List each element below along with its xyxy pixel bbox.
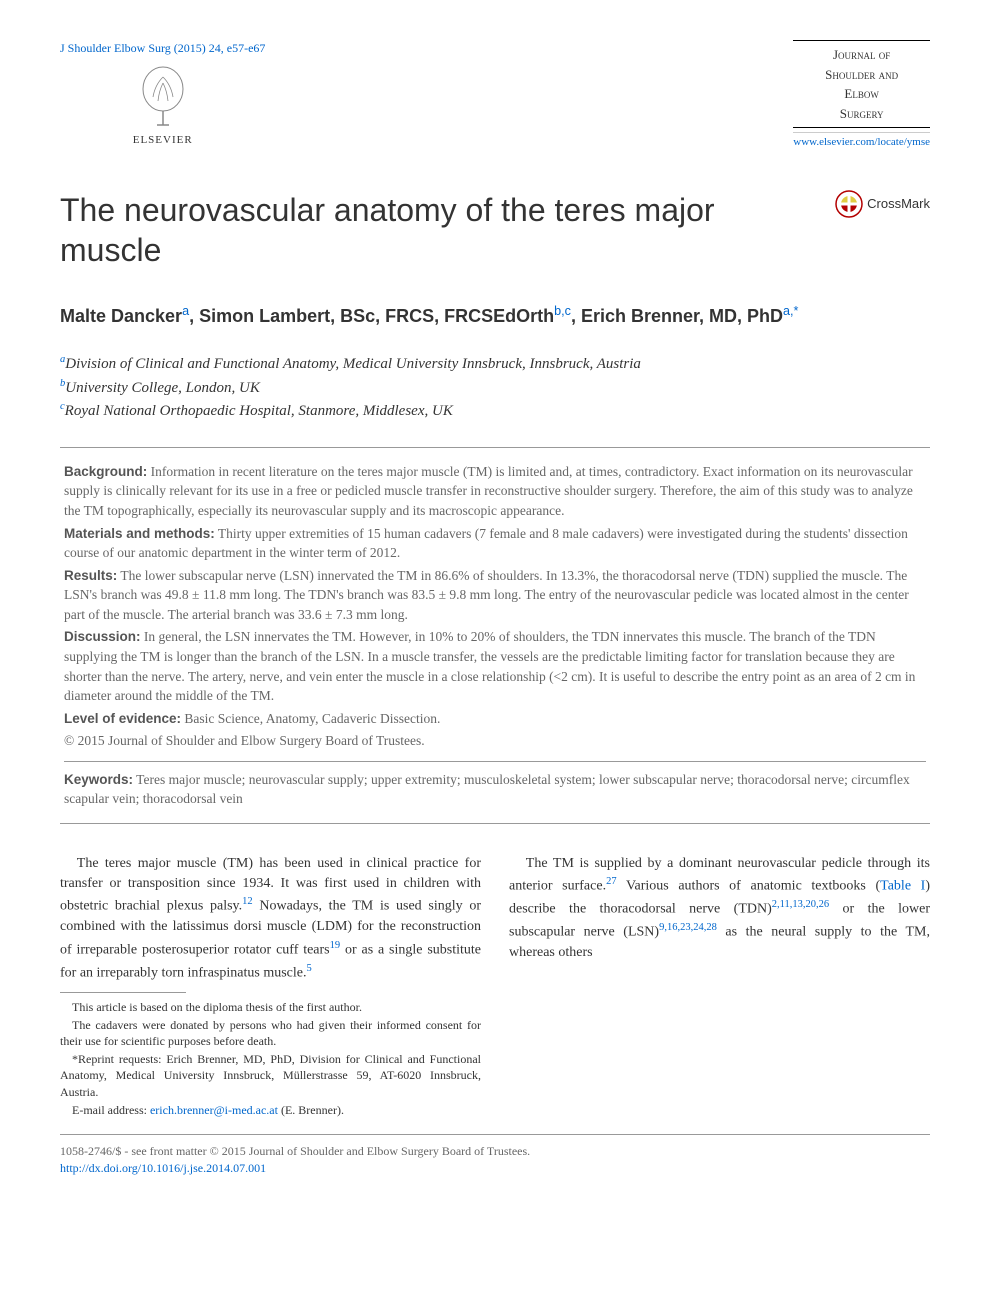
footnote-2: The cadavers were donated by persons who…	[60, 1017, 481, 1049]
article-title: The neurovascular anatomy of the teres m…	[60, 190, 740, 270]
footnote-separator	[60, 992, 186, 993]
body-p1: The teres major muscle (TM) has been use…	[60, 854, 481, 984]
abstract-results: Results: The lower subscapular nerve (LS…	[64, 566, 926, 625]
abstract-box: Background: Information in recent litera…	[60, 447, 930, 824]
abstract-background: Background: Information in recent litera…	[64, 462, 926, 521]
title-row: The neurovascular anatomy of the teres m…	[60, 190, 930, 270]
footnote-4: E-mail address: erich.brenner@i-med.ac.a…	[60, 1102, 481, 1118]
author-1: Malte Dancker	[60, 306, 182, 326]
affiliations: aDivision of Clinical and Functional Ana…	[60, 352, 930, 423]
keywords-text: Teres major muscle; neurovascular supply…	[64, 772, 910, 807]
keywords-row: Keywords: Teres major muscle; neurovascu…	[64, 761, 926, 809]
publisher-logo: ELSEVIER	[60, 63, 265, 148]
crossmark-label: CrossMark	[867, 195, 930, 213]
header-left: J Shoulder Elbow Surg (2015) 24, e57-e67…	[60, 40, 265, 148]
journal-line4: Surgery	[805, 104, 918, 124]
cite-lsn[interactable]: 9,16,23,24,28	[659, 922, 717, 933]
cite-12[interactable]: 12	[242, 896, 253, 907]
footnote-1: This article is based on the diploma the…	[60, 999, 481, 1015]
affiliation-a: aDivision of Clinical and Functional Ana…	[60, 352, 930, 376]
citation: J Shoulder Elbow Surg (2015) 24, e57-e67	[60, 40, 265, 57]
author-2-affil: b,c	[554, 304, 571, 318]
article-page: J Shoulder Elbow Surg (2015) 24, e57-e67…	[0, 0, 990, 1207]
crossmark-badge[interactable]: CrossMark	[835, 190, 930, 218]
footnotes: This article is based on the diploma the…	[60, 999, 481, 1118]
cite-tdn[interactable]: 2,11,13,20,26	[772, 899, 829, 910]
journal-line2: Shoulder and	[805, 65, 918, 85]
elsevier-tree-icon	[133, 63, 193, 133]
cite-27[interactable]: 27	[606, 876, 617, 887]
body-p2: The TM is supplied by a dominant neurova…	[509, 854, 930, 963]
table-1-link[interactable]: Table I	[880, 879, 925, 894]
author-3: Erich Brenner, MD, PhD	[581, 306, 783, 326]
header-right: Journal of Shoulder and Elbow Surgery ww…	[793, 40, 930, 150]
affiliation-b: bUniversity College, London, UK	[60, 376, 930, 400]
abstract-copyright: © 2015 Journal of Shoulder and Elbow Sur…	[64, 731, 926, 751]
author-3-affil: a,	[783, 304, 794, 318]
abstract-methods: Materials and methods: Thirty upper extr…	[64, 524, 926, 563]
page-header: J Shoulder Elbow Surg (2015) 24, e57-e67…	[60, 40, 930, 150]
abstract-discussion: Discussion: In general, the LSN innervat…	[64, 627, 926, 705]
footnote-3: *Reprint requests: Erich Brenner, MD, Ph…	[60, 1051, 481, 1100]
crossmark-icon	[835, 190, 863, 218]
cite-5[interactable]: 5	[306, 963, 311, 974]
journal-title-box: Journal of Shoulder and Elbow Surgery	[793, 40, 930, 128]
journal-line1: Journal of	[805, 45, 918, 65]
abstract-level: Level of evidence: Basic Science, Anatom…	[64, 709, 926, 729]
author-3-corresponding: *	[794, 304, 799, 318]
issn-line: 1058-2746/$ - see front matter © 2015 Jo…	[60, 1143, 930, 1160]
author-2: Simon Lambert, BSc, FRCS, FRCSEdOrth	[199, 306, 554, 326]
doi-link[interactable]: http://dx.doi.org/10.1016/j.jse.2014.07.…	[60, 1161, 266, 1175]
body-columns: The teres major muscle (TM) has been use…	[60, 854, 930, 1120]
journal-line3: Elbow	[805, 84, 918, 104]
affiliation-c: cRoyal National Orthopaedic Hospital, St…	[60, 399, 930, 423]
authors-line: Malte Dancker a, Simon Lambert, BSc, FRCS…	[60, 302, 930, 330]
cite-19[interactable]: 19	[330, 940, 341, 951]
corresponding-email[interactable]: erich.brenner@i-med.ac.at	[150, 1103, 278, 1117]
publisher-name: ELSEVIER	[133, 133, 193, 148]
journal-url[interactable]: www.elsevier.com/locate/ymse	[793, 132, 930, 150]
page-footer: 1058-2746/$ - see front matter © 2015 Jo…	[60, 1134, 930, 1177]
